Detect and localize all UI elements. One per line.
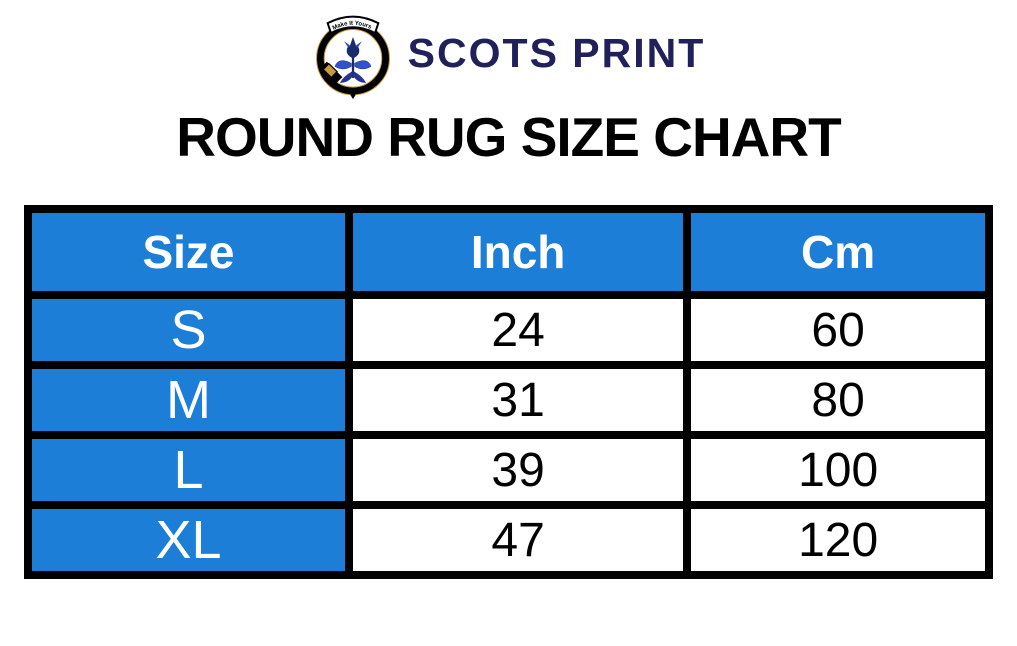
cell-size-xl: XL xyxy=(24,501,353,579)
cell-cm-l: 100 xyxy=(683,431,993,509)
header-row: Size Inch Cm xyxy=(24,205,993,299)
cell-size-l: L xyxy=(24,431,353,509)
brand-header: Make It Yours SCOTS PRINT xyxy=(0,6,1017,100)
table-row-l: L 39 100 xyxy=(24,431,993,509)
col-header-size: Size xyxy=(24,205,353,299)
cell-cm-m: 80 xyxy=(683,361,993,439)
table-row-m: M 31 80 xyxy=(24,361,993,439)
thistle-icon xyxy=(334,37,371,83)
svg-text:Make It Yours: Make It Yours xyxy=(331,21,372,32)
size-chart-table: Size Inch Cm S 24 60 M 31 80 L 39 100 XL… xyxy=(24,205,993,579)
cell-inch-m: 31 xyxy=(344,361,692,439)
cell-size-m: M xyxy=(24,361,353,439)
table-row-xl: XL 47 120 xyxy=(24,501,993,579)
motto-ribbon: Make It Yours xyxy=(326,15,380,35)
cell-inch-xl: 47 xyxy=(344,501,692,579)
page-title: ROUND RUG SIZE CHART xyxy=(176,106,841,168)
col-header-cm: Cm xyxy=(683,205,993,299)
cell-inch-s: 24 xyxy=(344,291,692,369)
brand-name: SCOTS PRINT xyxy=(407,29,706,76)
cell-cm-xl: 120 xyxy=(683,501,993,579)
scots-print-crest-icon: Make It Yours xyxy=(315,15,390,100)
motto-text: Make It Yours xyxy=(331,21,372,32)
table-row-s: S 24 60 xyxy=(24,291,993,369)
cell-size-s: S xyxy=(24,291,353,369)
cell-cm-s: 60 xyxy=(683,291,993,369)
belt-buckle-icon xyxy=(319,61,343,84)
cell-inch-l: 39 xyxy=(344,431,692,509)
col-header-inch: Inch xyxy=(344,205,692,299)
belt-tail-icon xyxy=(348,89,357,100)
